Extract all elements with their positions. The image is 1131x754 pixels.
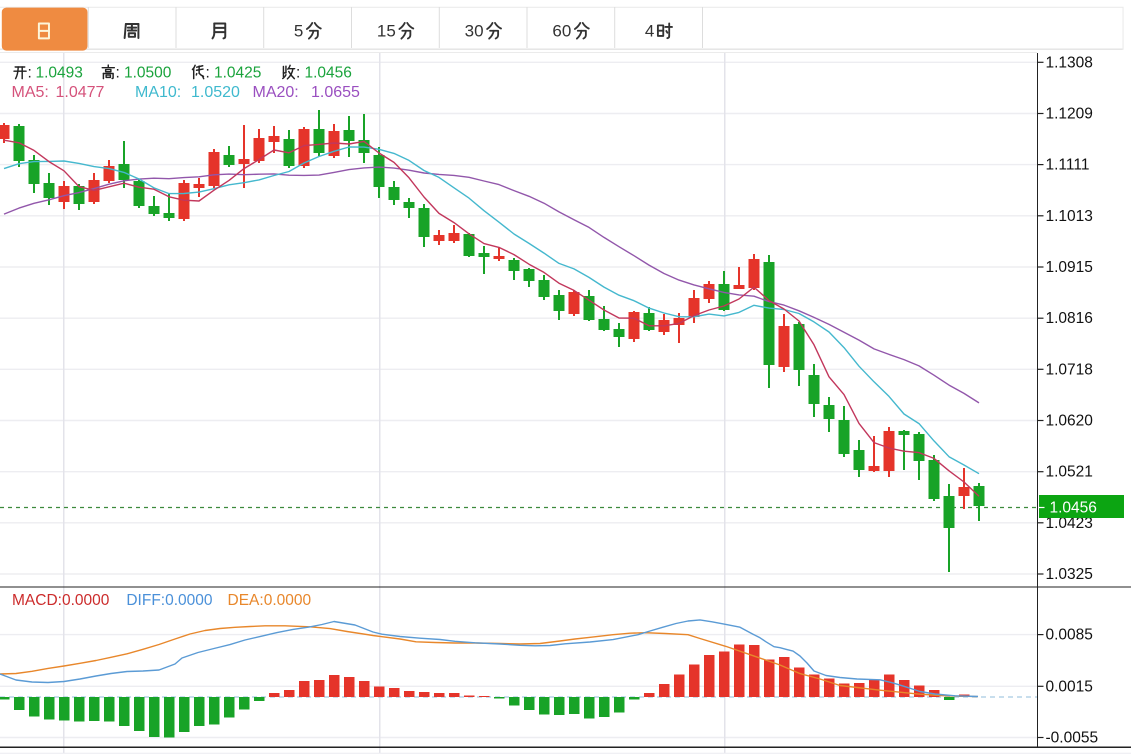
svg-text:1.1111: 1.1111: [1046, 157, 1090, 174]
svg-text:5: 5: [294, 22, 303, 41]
svg-text::: :: [116, 65, 120, 82]
svg-text:1.0620: 1.0620: [1046, 413, 1094, 430]
svg-text:1.0456: 1.0456: [305, 65, 352, 82]
svg-text:1.0521: 1.0521: [1046, 464, 1093, 481]
svg-text:1.0500: 1.0500: [124, 65, 172, 82]
svg-text:MA10: 1.0520: MA10: 1.0520: [135, 84, 240, 101]
svg-text:1.0718: 1.0718: [1046, 361, 1093, 378]
svg-text:1.0423: 1.0423: [1046, 515, 1093, 532]
svg-text:1.0915: 1.0915: [1046, 259, 1093, 276]
svg-text:1.1308: 1.1308: [1046, 54, 1093, 71]
svg-text:30: 30: [465, 22, 484, 41]
svg-text::: :: [296, 65, 300, 82]
svg-text:60: 60: [552, 22, 571, 41]
svg-text:1.0493: 1.0493: [36, 65, 83, 82]
svg-text:1.0325: 1.0325: [1046, 566, 1093, 583]
svg-text:1.0816: 1.0816: [1046, 310, 1093, 327]
svg-text:15: 15: [377, 22, 396, 41]
svg-text:4: 4: [645, 22, 654, 41]
svg-text::: :: [206, 65, 210, 82]
svg-text:1.0425: 1.0425: [214, 65, 261, 82]
svg-text:1.1013: 1.1013: [1046, 208, 1093, 225]
svg-text:0.0015: 0.0015: [1046, 678, 1093, 695]
svg-text:MA20: 1.0655: MA20: 1.0655: [253, 84, 361, 101]
svg-text::: :: [28, 65, 32, 82]
svg-text:-0.0055: -0.0055: [1046, 730, 1099, 747]
svg-text:MA5: 1.0477: MA5: 1.0477: [12, 84, 105, 101]
svg-text:0.0085: 0.0085: [1046, 627, 1093, 644]
svg-text:1.0456: 1.0456: [1050, 500, 1097, 517]
svg-text:1.1209: 1.1209: [1046, 106, 1093, 123]
